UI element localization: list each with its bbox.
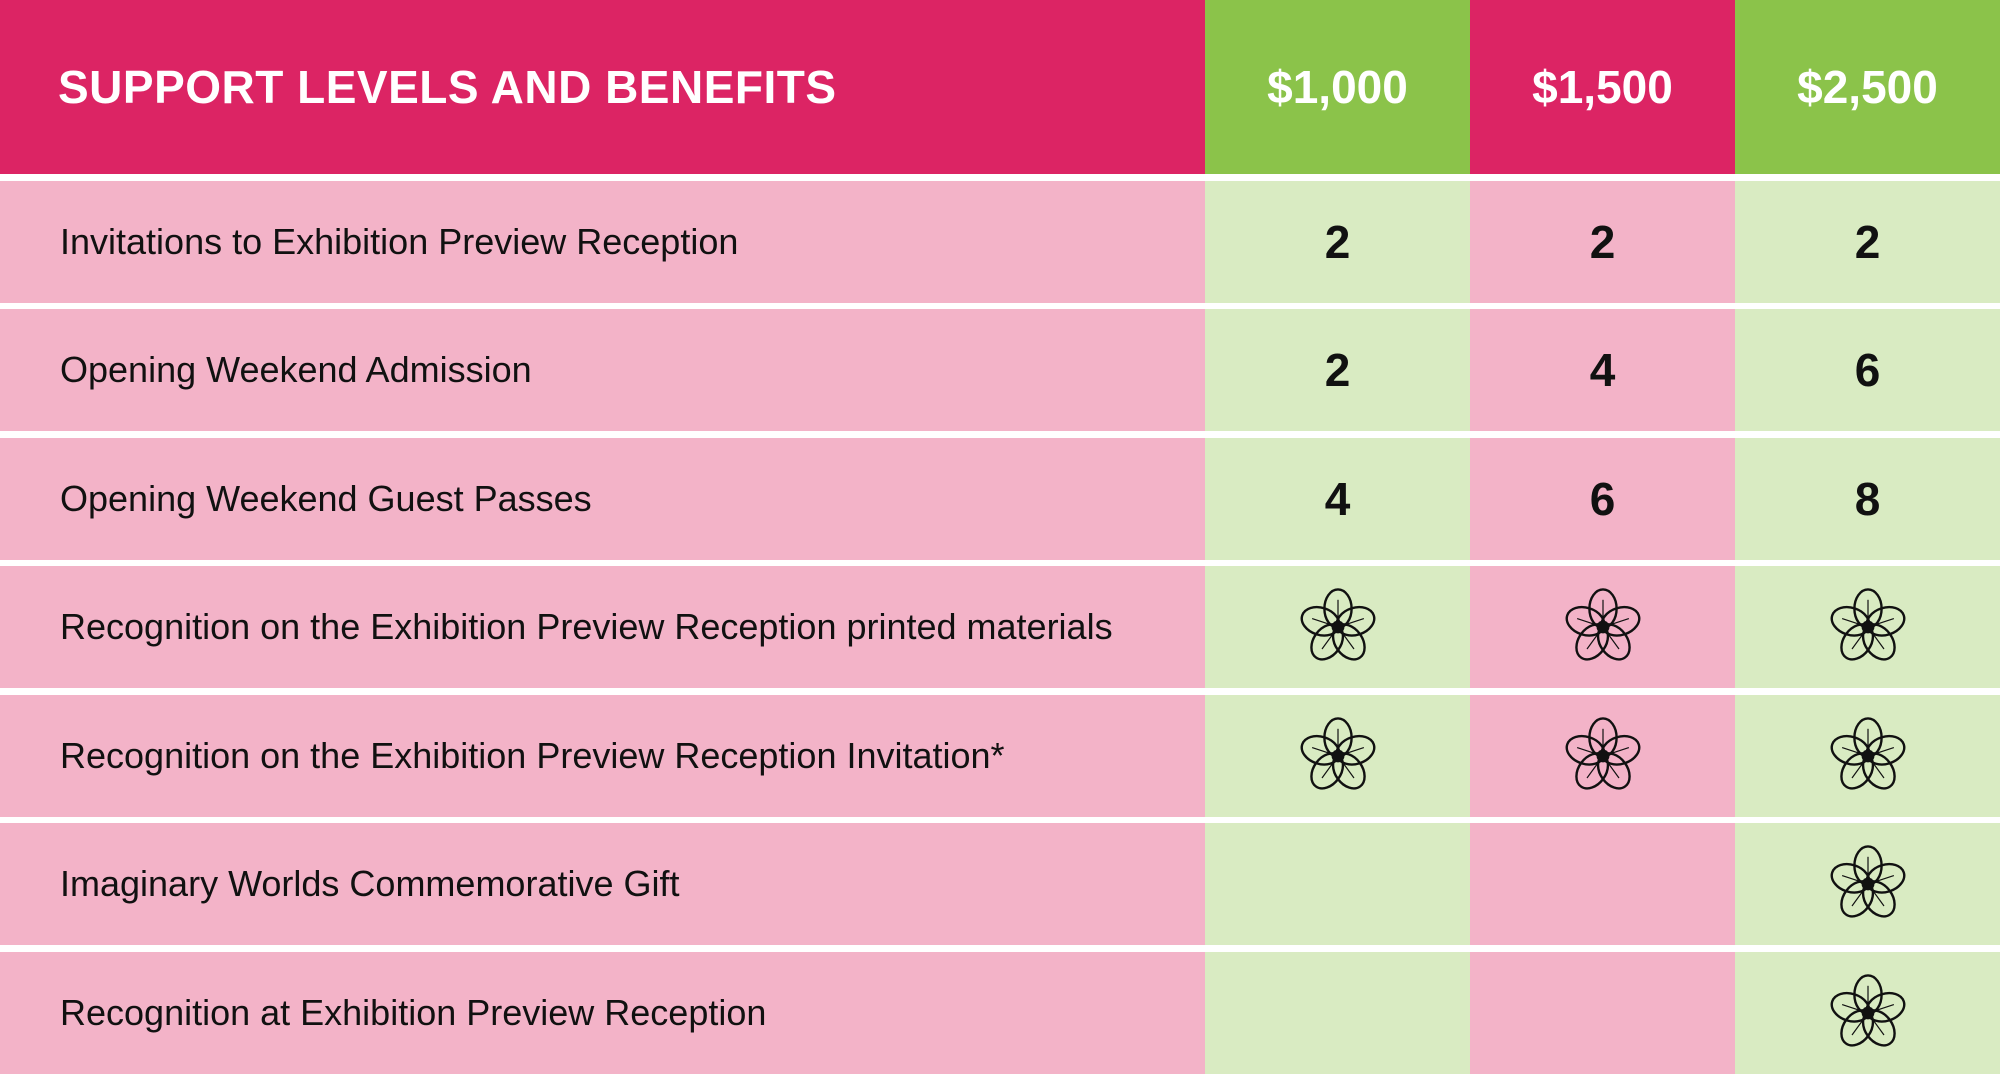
- level-header-3: $2,500: [1735, 0, 2000, 174]
- benefit-value: [1470, 694, 1735, 817]
- benefit-value: 2: [1470, 180, 1735, 303]
- benefit-value: [1470, 566, 1735, 688]
- level-header-2: $1,500: [1470, 0, 1735, 174]
- benefit-label: Opening Weekend Admission: [0, 309, 1205, 431]
- benefit-value: 8: [1735, 437, 2000, 560]
- benefit-value: [1735, 694, 2000, 817]
- benefit-value: [1205, 951, 1470, 1074]
- flower-icon: [1565, 588, 1640, 661]
- flower-icon: [1830, 716, 1905, 790]
- benefit-value: [1735, 951, 2000, 1074]
- benefit-value: 4: [1470, 309, 1735, 431]
- benefit-value: [1470, 951, 1735, 1074]
- benefit-value: [1205, 566, 1470, 688]
- flower-icon: [1300, 588, 1375, 661]
- benefit-value: 6: [1470, 437, 1735, 560]
- benefit-value: [1470, 823, 1735, 945]
- benefit-label: Recognition on the Exhibition Preview Re…: [0, 566, 1205, 688]
- benefit-value: [1205, 694, 1470, 817]
- benefit-value: 6: [1735, 309, 2000, 431]
- benefit-label: Recognition on the Exhibition Preview Re…: [0, 694, 1205, 817]
- flower-icon: [1300, 716, 1375, 790]
- benefit-value: 2: [1205, 309, 1470, 431]
- benefit-value: [1205, 823, 1470, 945]
- table-title: SUPPORT LEVELS AND BENEFITS: [0, 0, 1205, 174]
- benefit-value: [1735, 823, 2000, 945]
- benefit-label: Invitations to Exhibition Preview Recept…: [0, 180, 1205, 303]
- benefit-value: 4: [1205, 437, 1470, 560]
- benefit-value: 2: [1205, 180, 1470, 303]
- flower-icon: [1565, 716, 1640, 790]
- flower-icon: [1830, 973, 1905, 1047]
- benefit-label: Opening Weekend Guest Passes: [0, 437, 1205, 560]
- benefit-value: 2: [1735, 180, 2000, 303]
- benefit-label: Recognition at Exhibition Preview Recept…: [0, 951, 1205, 1074]
- flower-icon: [1830, 845, 1905, 918]
- benefit-label: Imaginary Worlds Commemorative Gift: [0, 823, 1205, 945]
- benefit-value: [1735, 566, 2000, 688]
- level-header-1: $1,000: [1205, 0, 1470, 174]
- flower-icon: [1830, 588, 1905, 661]
